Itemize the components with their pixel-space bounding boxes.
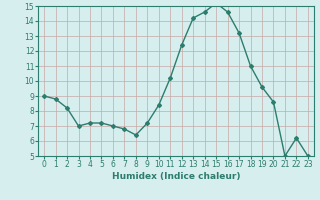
X-axis label: Humidex (Indice chaleur): Humidex (Indice chaleur)	[112, 172, 240, 181]
